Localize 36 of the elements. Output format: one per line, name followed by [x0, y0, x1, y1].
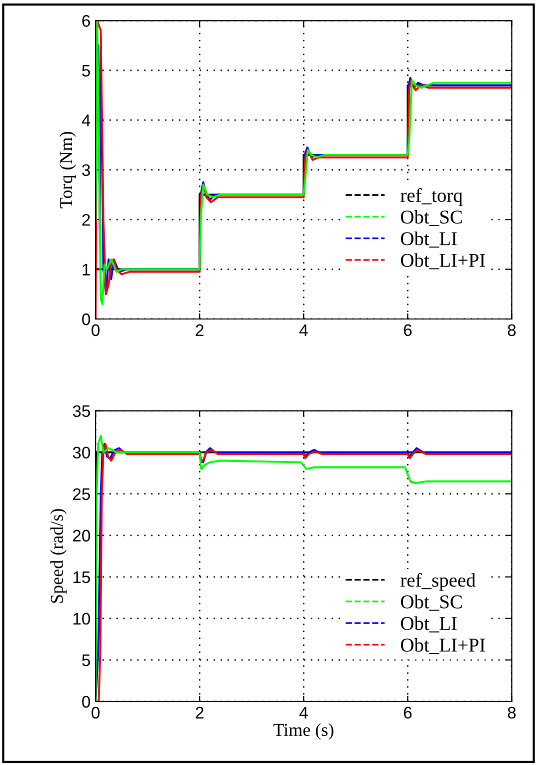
x-tick-label: 2	[196, 706, 204, 718]
x-tick-label: 6	[404, 324, 412, 336]
legend-label: Obt_LI	[400, 616, 457, 632]
x-tick-label: 2	[196, 324, 204, 336]
y-tick-label: 35	[72, 405, 90, 418]
x-tick-label: 8	[508, 324, 516, 336]
y-axis-title: Torq (Nm)	[60, 132, 76, 208]
x-tick-label: 0	[92, 324, 100, 336]
x-tick-label: 8	[508, 706, 516, 719]
y-tick-label: 2	[82, 214, 90, 226]
x-tick-label: 0	[92, 706, 100, 719]
x-tick-label: 6	[404, 706, 412, 719]
x-axis-title: Time (s)	[273, 723, 334, 740]
legend-label: ref_speed	[400, 572, 476, 591]
y-tick-label: 4	[82, 114, 90, 126]
legend-label: ref_torq	[400, 188, 462, 206]
y-tick-label: 25	[73, 488, 90, 500]
y-tick-label: 0	[82, 696, 90, 708]
y-tick-label: 5	[82, 64, 90, 77]
y-tick-label: 20	[73, 530, 90, 542]
y-tick-label: 15	[73, 571, 90, 584]
legend-label: Obt_SC	[400, 594, 462, 611]
y-axis-title: Speed (rad/s)	[50, 509, 67, 603]
y-tick-label: 10	[73, 612, 90, 625]
y-tick-label: 0	[82, 313, 90, 326]
legend-label: Obt_SC	[400, 210, 462, 226]
legend-label: Obt_LI	[400, 232, 457, 248]
y-tick-label: 6	[82, 15, 90, 27]
y-tick-label: 1	[82, 264, 90, 276]
x-tick-label: 4	[299, 324, 308, 336]
y-tick-label: 5	[82, 654, 90, 666]
legend-label: Obt_LI+PI	[400, 638, 485, 654]
legend-label: Obt_LI+PI	[400, 253, 485, 270]
y-tick-label: 30	[72, 446, 90, 459]
x-tick-label: 4	[299, 706, 308, 718]
y-tick-label: 3	[82, 164, 90, 176]
